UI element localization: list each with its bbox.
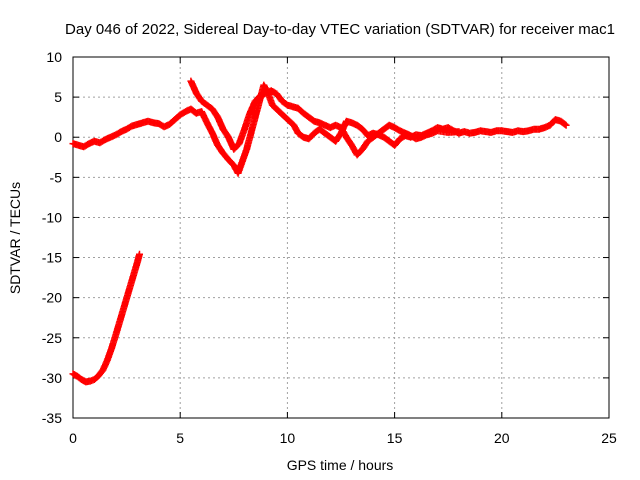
x-axis-label: GPS time / hours [287, 457, 394, 473]
data-point [561, 120, 569, 128]
x-tick-label: 0 [69, 430, 77, 446]
y-tick-label: -30 [42, 370, 62, 386]
data-point [562, 121, 570, 129]
y-tick-label: -5 [50, 169, 63, 185]
chart-grid [73, 57, 609, 418]
y-tick-label: 5 [54, 89, 62, 105]
plot-frame [72, 56, 610, 419]
y-tick-label: -15 [42, 250, 62, 266]
x-tick-label: 20 [494, 430, 510, 446]
chart-title: Day 046 of 2022, Sidereal Day-to-day VTE… [65, 21, 615, 38]
x-tick-label: 5 [176, 430, 184, 446]
y-tick-labels: -35 -30 -25 -20 -15 -10 -5 0 5 10 [42, 49, 62, 426]
x-tick-label: 15 [387, 430, 403, 446]
series-3 [69, 250, 143, 386]
series-2 [187, 77, 463, 159]
y-tick-label: -20 [42, 290, 62, 306]
axis-ticks [72, 56, 610, 419]
y-tick-label: -25 [42, 330, 62, 346]
y-tick-label: 0 [54, 129, 62, 145]
data-point [136, 250, 143, 258]
y-axis-label: SDTVAR / TECUs [7, 182, 23, 294]
y-tick-label: -10 [42, 209, 62, 225]
y-tick-label: -35 [42, 410, 62, 426]
y-tick-label: 10 [46, 49, 62, 65]
data-point [455, 128, 463, 136]
series-1 [69, 81, 570, 177]
data-marks [69, 77, 570, 386]
x-tick-label: 25 [601, 430, 617, 446]
x-tick-label: 10 [280, 430, 296, 446]
x-tick-labels: 0 5 10 15 20 25 [69, 430, 617, 446]
